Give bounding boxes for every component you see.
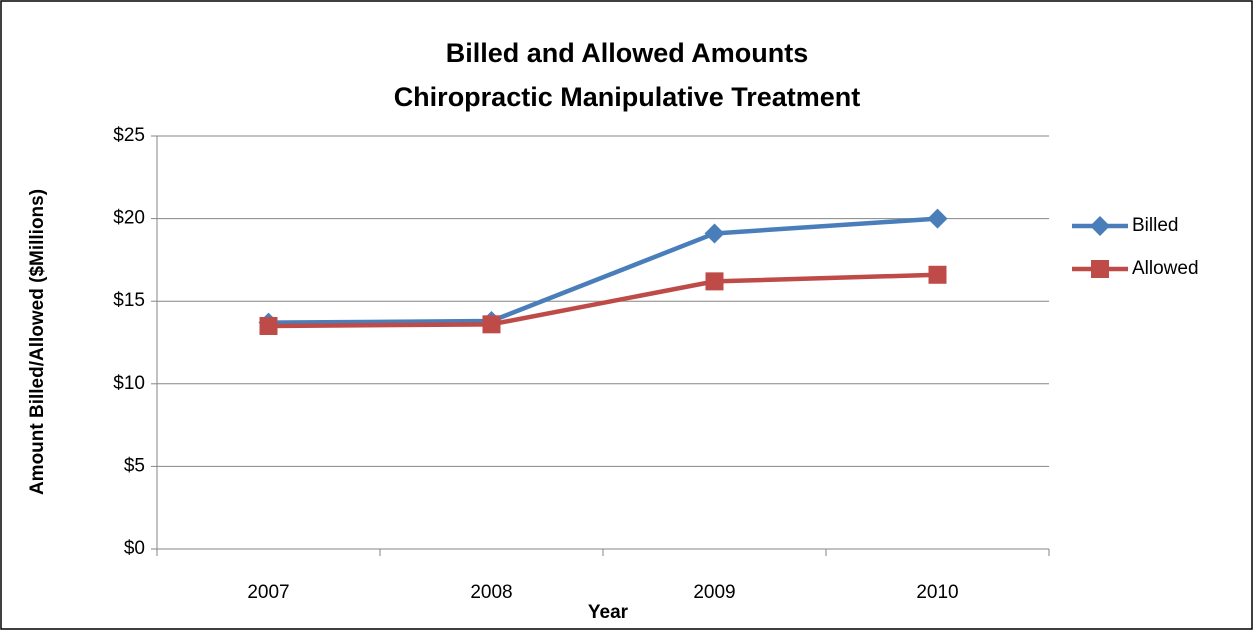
legend-label: Billed: [1132, 215, 1178, 236]
x-axis-title: Year: [588, 602, 629, 623]
marker: [259, 316, 278, 335]
x-tick-label: 2008: [470, 582, 512, 603]
chart-subtitle: Chiropractic Manipulative Treatment: [394, 82, 861, 112]
x-tick-label: 2010: [916, 582, 958, 603]
y-tick-label: $10: [113, 373, 145, 394]
marker: [482, 315, 501, 334]
y-tick-label: $20: [113, 208, 145, 229]
chart-title: Billed and Allowed Amounts: [446, 38, 809, 68]
marker: [928, 265, 947, 284]
y-tick-label: $5: [124, 455, 145, 476]
y-tick-label: $15: [113, 290, 145, 311]
series-line: [268, 272, 938, 329]
legend-label: Allowed: [1132, 258, 1199, 279]
y-axis-title: Amount Billed/Allowed ($Millions): [27, 189, 48, 495]
series-line: [268, 216, 938, 325]
x-tick-label: 2009: [693, 582, 735, 603]
y-tick-label: $0: [124, 538, 145, 559]
marker: [704, 223, 725, 244]
y-tick-label: $25: [113, 125, 145, 146]
x-tick-label: 2007: [247, 582, 289, 603]
marker: [705, 272, 724, 291]
marker: [1091, 260, 1109, 278]
marker: [1090, 216, 1110, 236]
marker: [927, 208, 948, 229]
